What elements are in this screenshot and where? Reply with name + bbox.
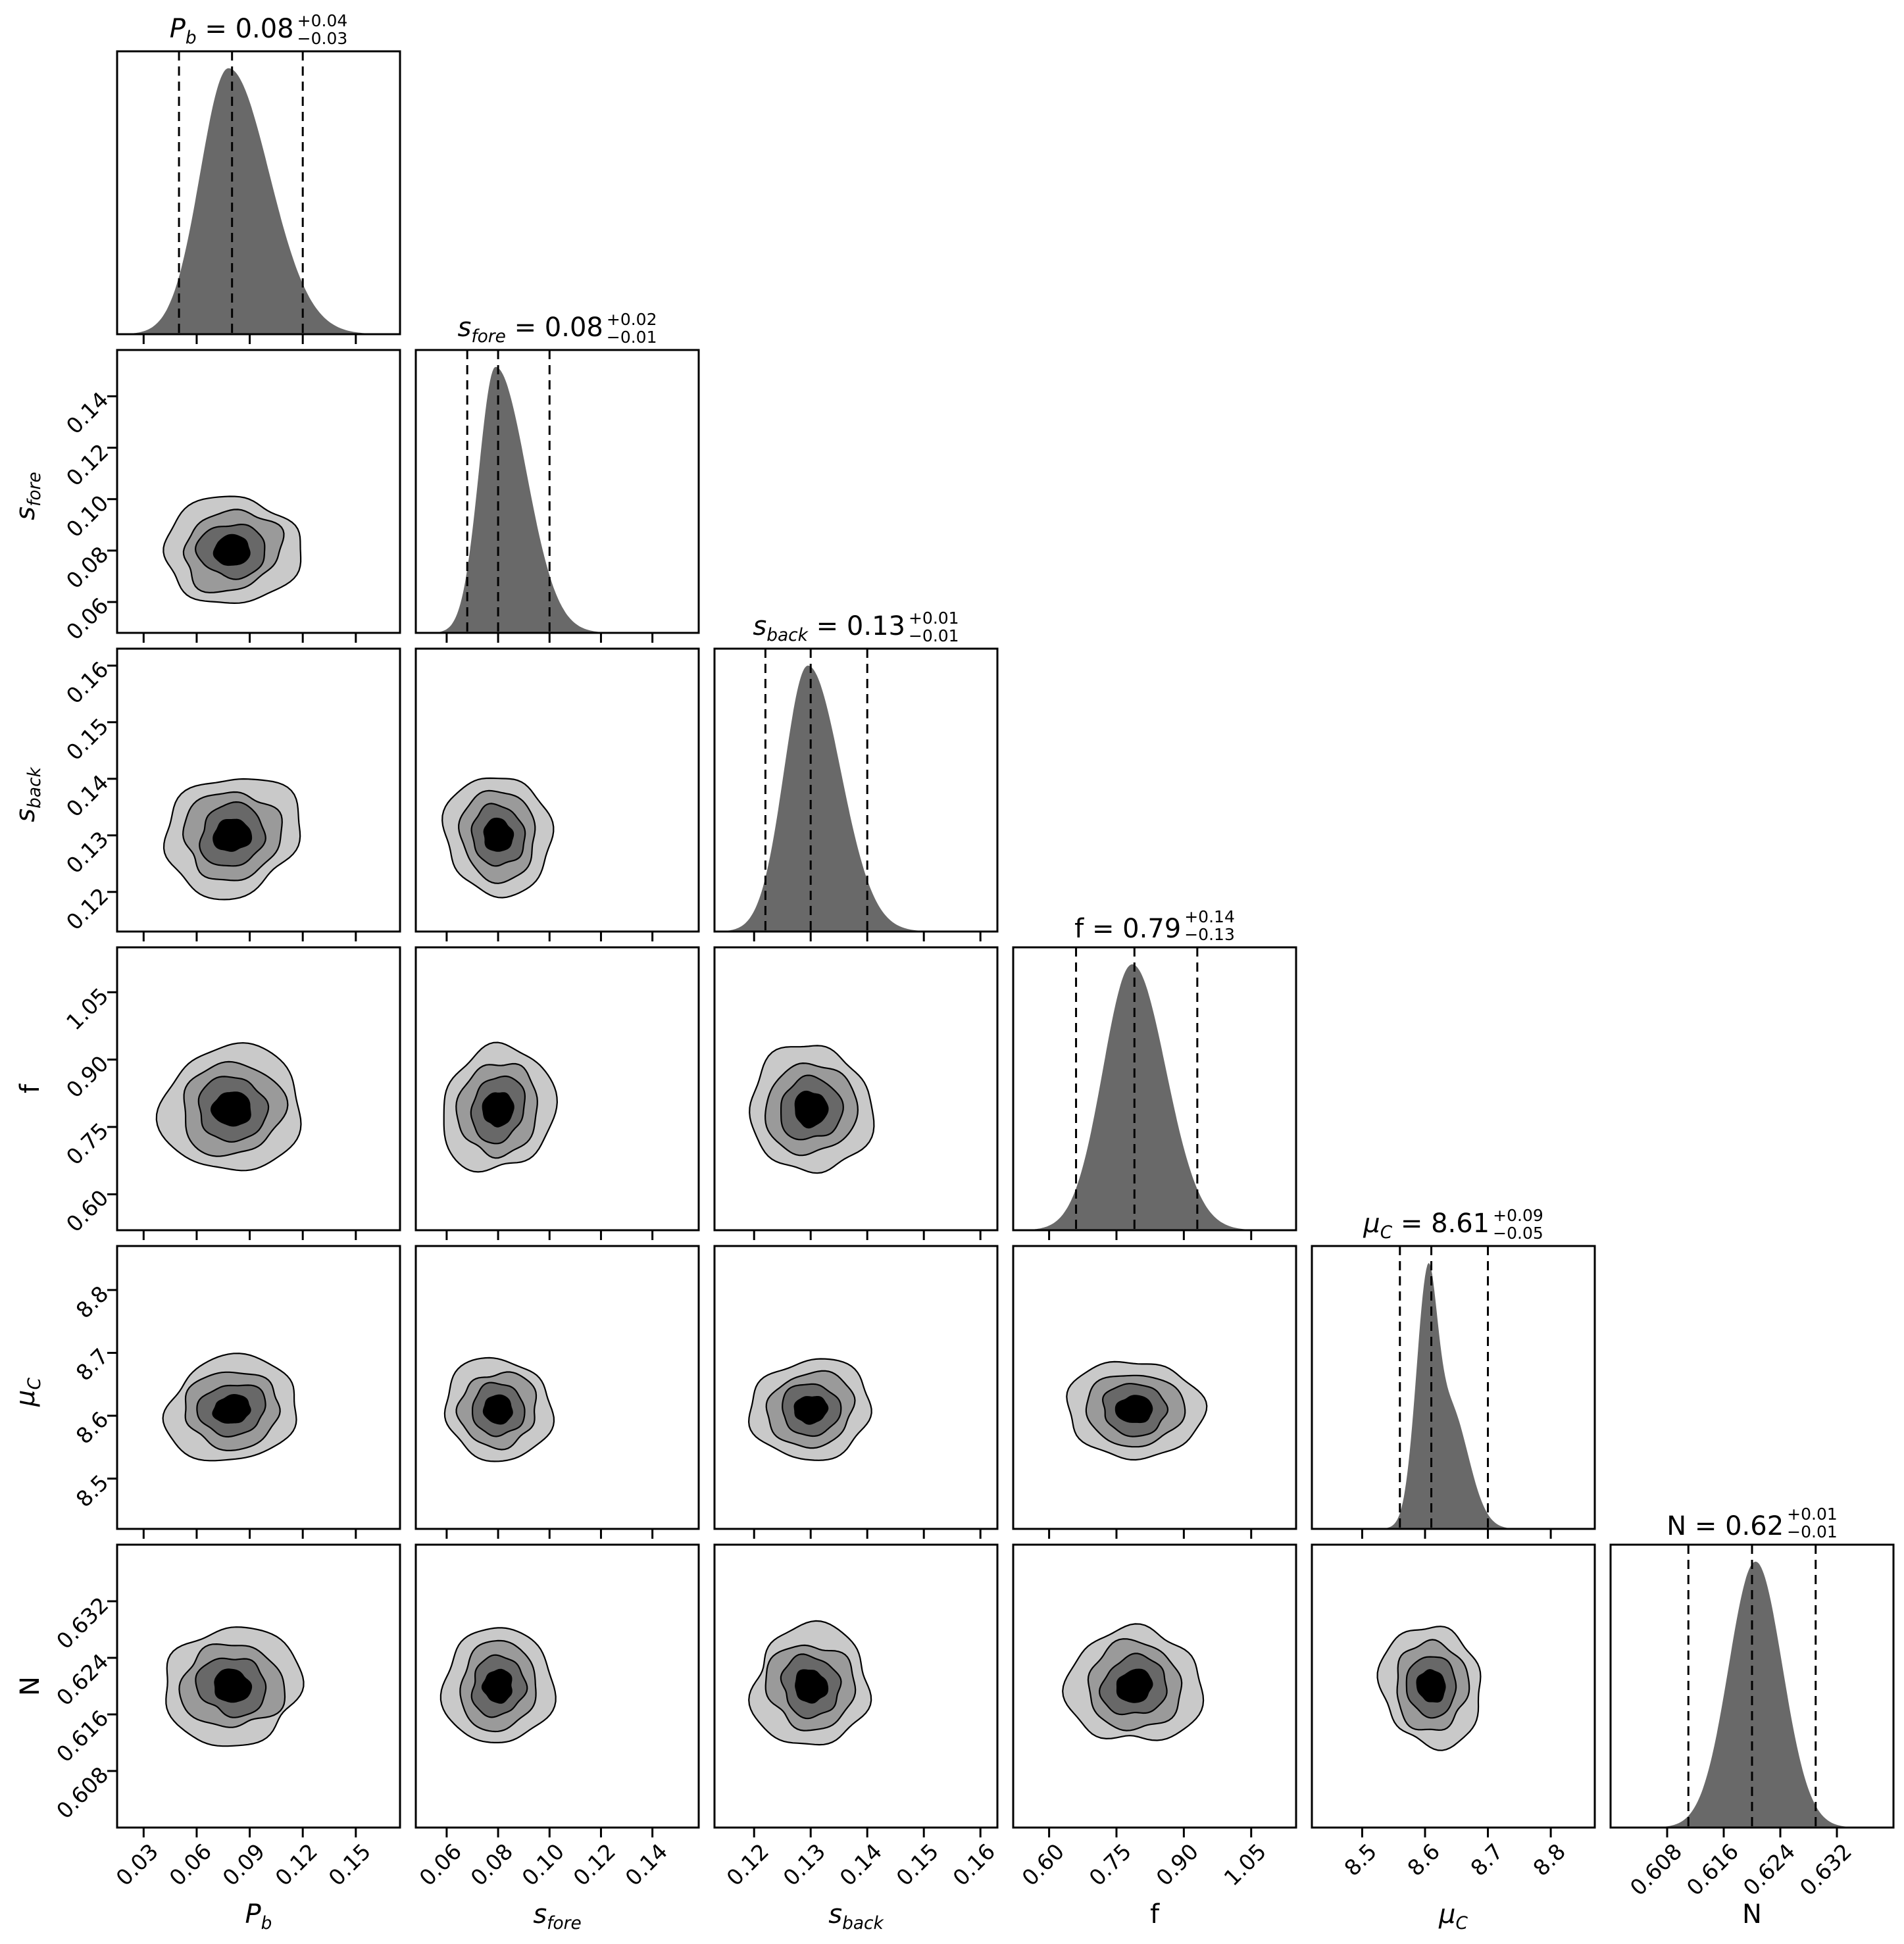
contour-panel-mu_C-vs-f [1012,1245,1297,1539]
contour-panel-mu_C-vs-s_back [713,1245,999,1539]
contour-level-4 [483,817,514,852]
panel-frame [1012,1245,1297,1530]
contour-level-4 [214,1668,253,1703]
contour-level-4 [482,1394,513,1425]
hist-panel-N [1609,1543,1895,1837]
hist-panel-s_fore [414,349,700,643]
panel-frame [116,1245,401,1530]
panel-frame [1012,1543,1297,1829]
hist-panel-mu_C [1311,1245,1596,1539]
panel-frame [116,349,401,634]
panel-frame [1609,1543,1895,1829]
contour-level-4 [213,534,251,566]
contour-panel-N-vs-s_fore [414,1543,700,1837]
histogram-density [714,665,997,932]
panel-frame [414,946,700,1232]
contour-panel-N-vs-f [1012,1543,1297,1837]
histogram-density [416,366,699,633]
panel-frame [414,349,700,634]
panel-frame [1012,946,1297,1232]
contour-level-4 [793,1396,829,1425]
contour-panel-N-vs-s_back [713,1543,999,1837]
contour-level-4 [211,1091,251,1127]
contour-panel-N-vs-P_b [107,1543,401,1837]
panel-frame [116,647,401,933]
contour-panel-f-vs-P_b [107,946,401,1240]
contour-panel-s_back-vs-s_fore [414,647,700,941]
panel-frame [414,1245,700,1530]
contour-level-4 [1416,1669,1446,1703]
hist-panel-P_b [116,50,401,344]
panel-frame [1311,1543,1596,1829]
contour-level-4 [213,818,253,852]
contour-panel-N-vs-mu_C [1311,1543,1596,1837]
panel-frame [713,1543,999,1829]
contour-level-4 [1116,1668,1153,1703]
contour-panel-s_fore-vs-P_b [107,349,401,643]
panel-frame [116,50,401,336]
contour-level-4 [794,1090,829,1129]
contour-panel-mu_C-vs-s_fore [414,1245,700,1539]
panel-frame [116,1543,401,1829]
histogram-density [1611,1561,1893,1828]
panel-frame [713,647,999,933]
histogram-density [1312,1262,1595,1529]
panel-frame [713,1245,999,1530]
contour-level-4 [1115,1395,1153,1424]
contour-panel-f-vs-s_fore [414,946,700,1240]
contour-panel-s_back-vs-P_b [107,647,401,941]
panel-frame [414,1543,700,1829]
histogram-density [117,68,400,335]
histogram-density [1013,964,1296,1230]
contour-level-4 [795,1669,829,1704]
contour-level-4 [212,1393,251,1424]
hist-panel-f [1012,946,1297,1240]
panel-frame [414,647,700,933]
hist-panel-s_back [713,647,999,941]
contour-panel-mu_C-vs-P_b [107,1245,401,1539]
contour-level-4 [481,1668,513,1704]
panel-frame [1311,1245,1596,1530]
panel-frame [116,946,401,1232]
panel-frame [713,946,999,1232]
contour-panel-f-vs-s_back [713,946,999,1240]
contour-level-4 [482,1092,514,1128]
